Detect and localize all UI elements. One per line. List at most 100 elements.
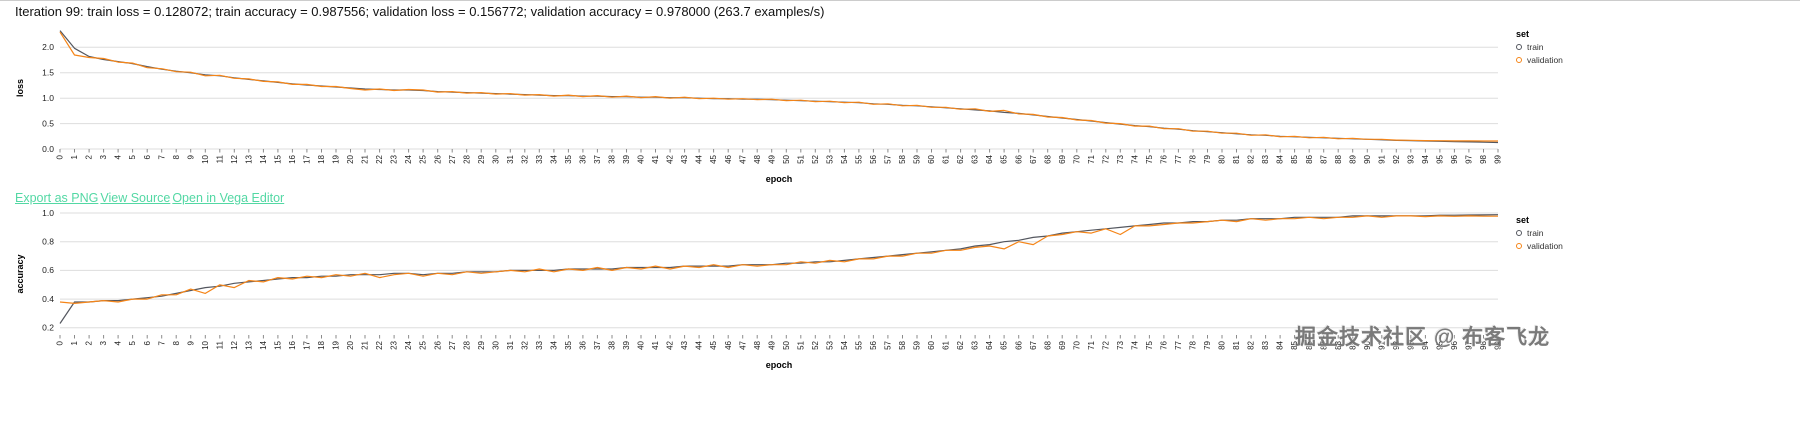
- svg-text:0: 0: [56, 154, 65, 159]
- svg-text:0.2: 0.2: [42, 323, 54, 333]
- svg-text:71: 71: [1087, 340, 1096, 349]
- svg-text:32: 32: [520, 340, 529, 349]
- svg-text:13: 13: [244, 154, 253, 163]
- svg-text:95: 95: [1436, 154, 1445, 163]
- svg-text:30: 30: [491, 340, 500, 349]
- svg-text:96: 96: [1450, 154, 1459, 163]
- svg-text:53: 53: [825, 340, 834, 349]
- svg-text:67: 67: [1029, 154, 1038, 163]
- svg-text:29: 29: [477, 340, 486, 349]
- svg-text:10: 10: [201, 154, 210, 163]
- view-source-link[interactable]: View Source: [100, 191, 171, 205]
- svg-text:75: 75: [1145, 154, 1154, 163]
- svg-text:87: 87: [1319, 154, 1328, 163]
- vega-actions: Export as PNG View Source Open in Vega Edi…: [15, 191, 1800, 205]
- svg-text:44: 44: [695, 340, 704, 349]
- train-point-icon: [1516, 230, 1522, 236]
- svg-text:7: 7: [157, 154, 166, 159]
- svg-text:42: 42: [666, 340, 675, 349]
- svg-text:69: 69: [1058, 154, 1067, 163]
- svg-text:80: 80: [1218, 154, 1227, 163]
- svg-text:13: 13: [244, 340, 253, 349]
- svg-text:1.5: 1.5: [42, 68, 54, 78]
- svg-text:40: 40: [637, 154, 646, 163]
- svg-text:99: 99: [1494, 340, 1503, 349]
- svg-text:92: 92: [1392, 340, 1401, 349]
- svg-text:98: 98: [1479, 154, 1488, 163]
- svg-text:2: 2: [85, 154, 94, 159]
- svg-text:79: 79: [1203, 340, 1212, 349]
- svg-text:46: 46: [724, 154, 733, 163]
- svg-text:86: 86: [1305, 340, 1314, 349]
- svg-text:87: 87: [1319, 340, 1328, 349]
- iteration-status-text: Iteration 99: train loss = 0.128072; tra…: [15, 4, 825, 19]
- svg-text:12: 12: [230, 154, 239, 163]
- legend-item-train: train: [1516, 42, 1563, 52]
- svg-text:1.0: 1.0: [42, 93, 54, 103]
- svg-text:18: 18: [317, 340, 326, 349]
- svg-text:60: 60: [927, 340, 936, 349]
- accuracy-chart: 0.20.40.60.81.00 1 2 3 4 5 6 7 8 9 10 11 12 13 14 15 16 1…: [15, 208, 1503, 370]
- svg-text:43: 43: [680, 154, 689, 163]
- svg-text:88: 88: [1334, 340, 1343, 349]
- svg-text:68: 68: [1043, 154, 1052, 163]
- svg-text:45: 45: [709, 154, 718, 163]
- svg-text:54: 54: [840, 340, 849, 349]
- svg-text:29: 29: [477, 154, 486, 163]
- loss-chart-legend: set train validation: [1516, 29, 1563, 68]
- svg-text:78: 78: [1189, 154, 1198, 163]
- svg-text:28: 28: [462, 154, 471, 163]
- svg-text:78: 78: [1189, 340, 1198, 349]
- svg-text:19: 19: [332, 340, 341, 349]
- svg-text:41: 41: [651, 340, 660, 349]
- svg-text:12: 12: [230, 340, 239, 349]
- svg-text:5: 5: [128, 154, 137, 159]
- svg-text:76: 76: [1160, 340, 1169, 349]
- svg-text:31: 31: [506, 340, 515, 349]
- svg-text:71: 71: [1087, 154, 1096, 163]
- open-vega-editor-link[interactable]: Open in Vega Editor: [172, 191, 285, 205]
- export-png-link[interactable]: Export as PNG: [15, 191, 99, 205]
- svg-text:0.5: 0.5: [42, 118, 54, 128]
- loss-chart: 0.00.51.01.52.00 1 2 3 4 5 6 7 8 9 10 11 12 13 14 15 16 1…: [15, 30, 1503, 184]
- svg-text:48: 48: [753, 154, 762, 163]
- svg-text:0.4: 0.4: [42, 294, 54, 304]
- svg-text:20: 20: [346, 340, 355, 349]
- svg-text:83: 83: [1261, 340, 1270, 349]
- svg-text:72: 72: [1101, 154, 1110, 163]
- svg-text:42: 42: [666, 154, 675, 163]
- svg-text:86: 86: [1305, 154, 1314, 163]
- svg-text:68: 68: [1043, 340, 1052, 349]
- svg-text:50: 50: [782, 154, 791, 163]
- svg-text:17: 17: [303, 154, 312, 163]
- svg-text:54: 54: [840, 154, 849, 163]
- svg-text:39: 39: [622, 340, 631, 349]
- svg-text:81: 81: [1232, 340, 1241, 349]
- svg-text:57: 57: [884, 340, 893, 349]
- svg-text:36: 36: [579, 154, 588, 163]
- svg-text:61: 61: [942, 340, 951, 349]
- svg-text:33: 33: [535, 340, 544, 349]
- svg-text:92: 92: [1392, 154, 1401, 163]
- svg-text:37: 37: [593, 340, 602, 349]
- svg-text:27: 27: [448, 340, 457, 349]
- svg-text:26: 26: [433, 340, 442, 349]
- svg-text:91: 91: [1377, 154, 1386, 163]
- svg-text:38: 38: [608, 154, 617, 163]
- svg-text:3: 3: [99, 340, 108, 345]
- accuracy-chart-legend: set train validation: [1516, 215, 1563, 254]
- svg-text:52: 52: [811, 340, 820, 349]
- svg-text:90: 90: [1363, 154, 1372, 163]
- svg-text:84: 84: [1276, 154, 1285, 163]
- svg-text:32: 32: [520, 154, 529, 163]
- svg-text:9: 9: [186, 154, 195, 159]
- svg-text:44: 44: [695, 154, 704, 163]
- svg-text:64: 64: [985, 154, 994, 163]
- svg-text:82: 82: [1247, 340, 1256, 349]
- svg-text:97: 97: [1465, 340, 1474, 349]
- svg-text:56: 56: [869, 340, 878, 349]
- svg-text:99: 99: [1494, 154, 1503, 163]
- svg-text:36: 36: [579, 340, 588, 349]
- svg-text:16: 16: [288, 154, 297, 163]
- svg-text:19: 19: [332, 154, 341, 163]
